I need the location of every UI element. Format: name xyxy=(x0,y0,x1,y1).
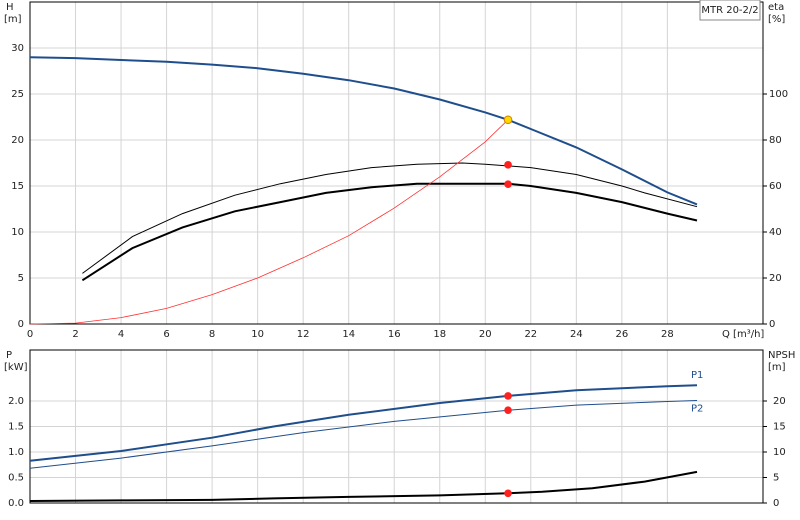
y2-axis-label: [m] xyxy=(768,362,786,373)
y2-tick-label: 20 xyxy=(769,273,782,284)
x-tick-label: 4 xyxy=(118,329,124,340)
duty-point xyxy=(504,406,512,414)
y-tick-label: 20 xyxy=(11,135,24,146)
y-tick-label: 15 xyxy=(11,181,24,192)
y2-tick-label: 60 xyxy=(769,181,782,192)
y2-axis-label: eta xyxy=(768,2,784,13)
y2-tick-label: 20 xyxy=(773,396,786,407)
x-tick-label: 2 xyxy=(72,329,78,340)
duty-point xyxy=(504,161,512,169)
series-line xyxy=(82,162,698,274)
y2-tick-label: 40 xyxy=(769,227,782,238)
chart-title: MTR 20-2/2 xyxy=(701,5,758,16)
series-line xyxy=(29,384,698,462)
y-axis-label: [m] xyxy=(4,14,22,25)
series-line xyxy=(29,119,509,325)
y2-tick-label: 0 xyxy=(773,498,779,509)
x-tick-label: 18 xyxy=(433,329,446,340)
y-tick-label: 2.0 xyxy=(8,396,24,407)
x-tick-label: 0 xyxy=(27,329,33,340)
series-line xyxy=(29,470,698,502)
y-tick-label: 0 xyxy=(18,319,24,330)
x-tick-label: 24 xyxy=(570,329,583,340)
y-tick-label: 5 xyxy=(18,273,24,284)
y2-tick-label: 100 xyxy=(769,89,788,100)
y2-axis-label: [%] xyxy=(768,14,785,25)
duty-point xyxy=(503,115,513,125)
x-tick-label: 16 xyxy=(388,329,401,340)
plot-frame xyxy=(29,349,764,504)
x-tick-label: 14 xyxy=(342,329,355,340)
series-line xyxy=(81,182,698,282)
y-axis-label: P xyxy=(6,350,12,361)
y-axis-label: H xyxy=(6,2,14,13)
x-tick-label: 12 xyxy=(297,329,310,340)
y-tick-label: 25 xyxy=(11,89,24,100)
y-tick-label: 10 xyxy=(11,227,24,238)
series-label: P2 xyxy=(691,403,703,414)
duty-point xyxy=(504,489,512,498)
y-tick-label: 0.0 xyxy=(8,498,24,509)
y-tick-label: 1.0 xyxy=(8,447,24,458)
y2-tick-label: 0 xyxy=(769,319,775,330)
y-tick-label: 1.5 xyxy=(8,422,24,433)
y-axis-label: [kW] xyxy=(4,362,28,373)
x-tick-label: 20 xyxy=(479,329,492,340)
duty-point xyxy=(504,392,512,400)
series-line xyxy=(29,400,698,469)
y2-tick-label: 80 xyxy=(769,135,782,146)
x-axis-label: Q [m³/h] xyxy=(722,329,764,340)
y-tick-label: 0.5 xyxy=(8,473,24,484)
y-tick-label: 30 xyxy=(11,43,24,54)
x-tick-label: 22 xyxy=(524,329,537,340)
y2-tick-label: 15 xyxy=(773,422,786,433)
title-box xyxy=(699,0,761,21)
series-label: P1 xyxy=(691,370,703,381)
y2-tick-label: 10 xyxy=(773,447,786,458)
y2-tick-label: 5 xyxy=(773,473,779,484)
x-tick-label: 8 xyxy=(209,329,215,340)
plot-frame xyxy=(29,1,764,325)
y2-axis-label: NPSH xyxy=(768,350,795,361)
series-line xyxy=(29,56,698,206)
x-tick-label: 10 xyxy=(251,329,264,340)
x-tick-label: 6 xyxy=(163,329,169,340)
x-tick-label: 28 xyxy=(661,329,674,340)
x-tick-label: 26 xyxy=(615,329,628,340)
duty-point xyxy=(504,180,512,188)
